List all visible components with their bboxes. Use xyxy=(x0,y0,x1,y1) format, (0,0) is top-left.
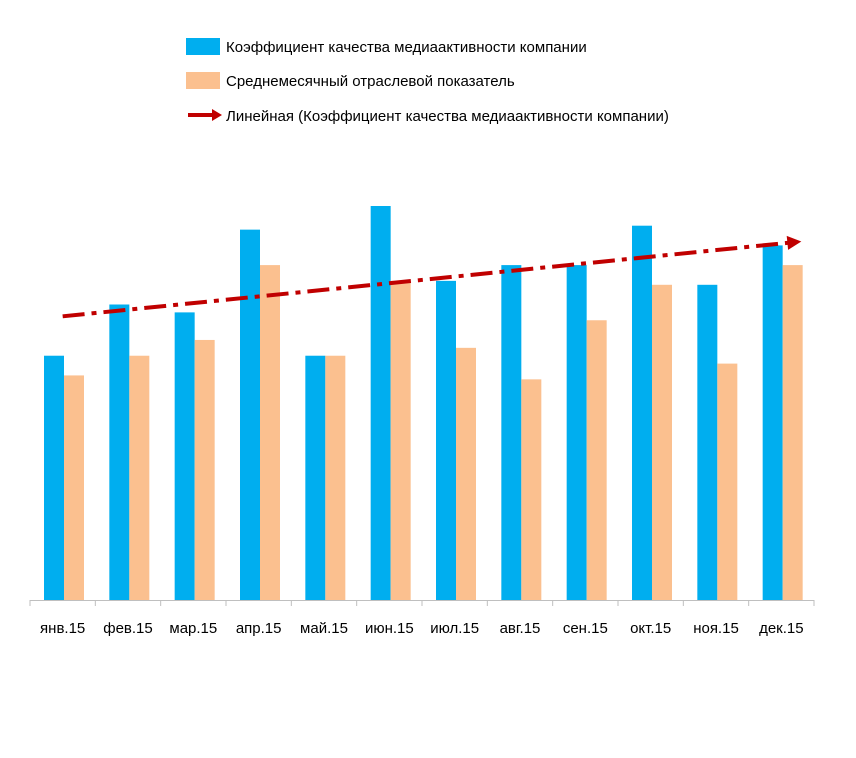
x-tick-label: окт.15 xyxy=(630,620,671,637)
bar-industry-average xyxy=(64,375,84,600)
bar-industry-average xyxy=(717,363,738,600)
bar-media-quality xyxy=(305,355,326,600)
bar-media-quality xyxy=(370,206,391,600)
trendline xyxy=(62,235,802,319)
bar-media-quality xyxy=(44,355,64,600)
bar-media-quality xyxy=(240,229,260,600)
x-tick-label: авг.15 xyxy=(500,620,541,637)
bar-media-quality xyxy=(501,265,522,600)
legend-trendline-arrowhead xyxy=(212,109,222,121)
bar-industry-average xyxy=(129,355,150,600)
bar-industry-average xyxy=(390,280,411,600)
x-tick-label: май.15 xyxy=(300,620,348,637)
x-tick-label: дек.15 xyxy=(759,620,804,637)
x-tick-label: ноя.15 xyxy=(693,620,739,637)
legend-label-trendline: Линейная (Коэффициент качества медиаакти… xyxy=(226,108,669,125)
bars xyxy=(44,206,803,600)
bar-media-quality xyxy=(566,265,587,600)
bar-media-quality xyxy=(632,225,652,600)
x-tick-label: июн.15 xyxy=(365,620,414,637)
x-tick-label: июл.15 xyxy=(430,620,479,637)
legend-label-media-quality: Коэффициент качества медиаактивности ком… xyxy=(226,39,587,56)
legend-swatch-industry-average xyxy=(186,72,220,89)
x-tick-label: апр.15 xyxy=(236,620,282,637)
bar-industry-average xyxy=(456,347,476,600)
bar-industry-average xyxy=(194,339,215,600)
bar-media-quality xyxy=(436,280,456,600)
trendline-line xyxy=(62,240,792,319)
legend-label-industry-average: Среднемесячный отраслевой показатель xyxy=(226,73,515,90)
bar-industry-average xyxy=(260,265,280,600)
x-tick-label: сен.15 xyxy=(563,620,608,637)
x-tick-label: янв.15 xyxy=(40,620,85,637)
bar-industry-average xyxy=(782,265,803,600)
bar-industry-average xyxy=(652,284,672,600)
bar-media-quality xyxy=(697,284,718,600)
x-axis: янв.15 фев.15 мар.15 апр.15 май.15 июн.15 июл.… xyxy=(29,600,815,637)
legend-swatch-media-quality xyxy=(186,38,220,55)
x-tick-label: мар.15 xyxy=(169,620,217,637)
bar-media-quality xyxy=(762,245,783,600)
bar-media-quality xyxy=(109,304,130,600)
bar-industry-average xyxy=(586,320,607,600)
trendline-arrowhead xyxy=(786,235,802,250)
x-tick-label: фев.15 xyxy=(103,620,153,637)
bar-industry-average xyxy=(325,355,346,600)
bar-media-quality xyxy=(174,312,195,600)
bar-industry-average xyxy=(521,379,542,600)
legend: Коэффициент качества медиаактивности ком… xyxy=(186,38,669,125)
